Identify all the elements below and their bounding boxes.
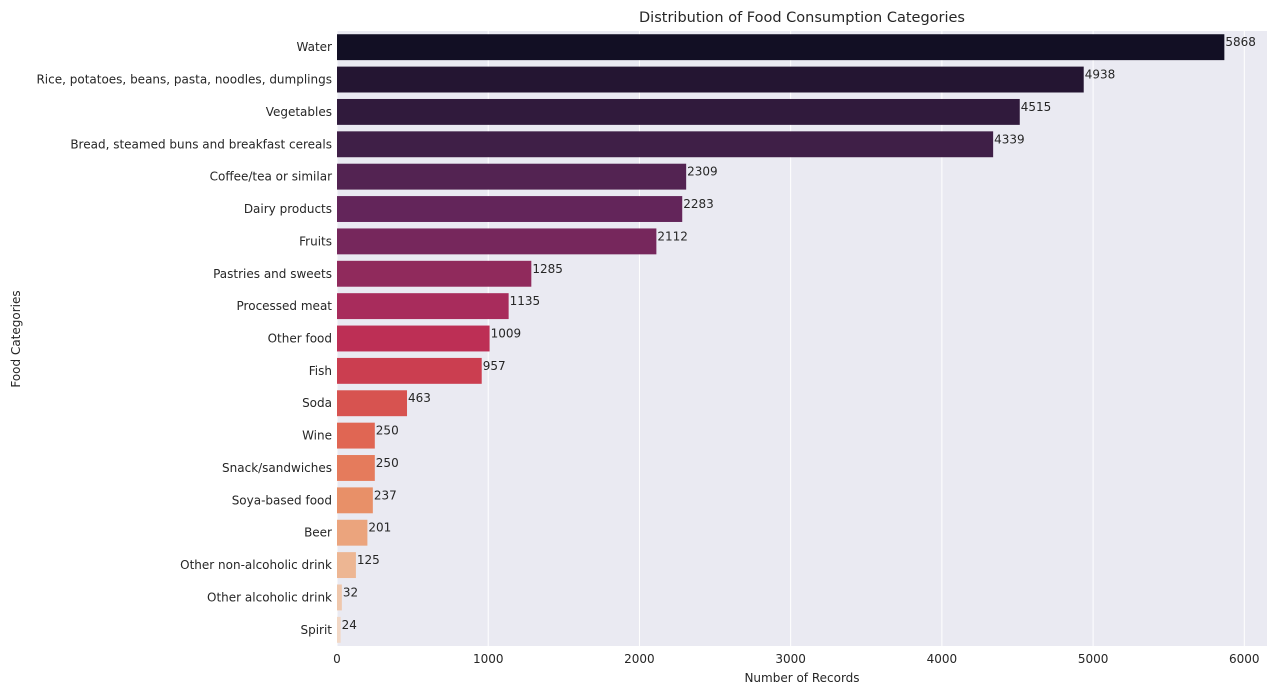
category-label: Dairy products [244,202,332,216]
bar [337,390,408,417]
category-label: Snack/sandwiches [222,461,332,475]
bar [337,131,994,158]
category-label: Vegetables [266,105,332,119]
bar-value-label: 250 [376,424,399,438]
bar-value-label: 4339 [994,132,1025,146]
bar [337,325,490,352]
bar-value-label: 201 [368,521,391,535]
bar-value-label: 463 [408,391,431,405]
category-label: Spirit [300,623,332,637]
bar-value-label: 1285 [532,262,563,276]
bar [337,163,687,190]
x-axis-label: Number of Records [744,671,859,685]
bar [337,487,373,514]
bar [337,616,341,643]
category-label: Coffee/tea or similar [210,170,332,184]
bar-value-label: 2283 [683,197,714,211]
chart-title: Distribution of Food Consumption Categor… [639,10,965,26]
x-tick-label: 5000 [1078,652,1109,666]
bar-value-label: 957 [483,359,506,373]
category-label: Soda [302,396,332,410]
category-label: Other food [268,332,332,346]
bar [337,357,482,384]
x-tick-label: 2000 [624,652,655,666]
bar [337,98,1020,125]
bars [337,34,1225,643]
bar [337,293,509,320]
category-label: Rice, potatoes, beans, pasta, noodles, d… [36,73,332,87]
bar [337,455,375,481]
category-label: Beer [304,526,332,540]
data-labels: 5868 4938 4515 4339 2309 2283 2112 1285 1135 1009… [342,35,1256,632]
category-label: Other non-alcoholic drink [180,558,332,572]
bar [337,552,356,579]
bar [337,422,375,449]
bar-value-label: 4938 [1085,68,1116,82]
bar-value-label: 2309 [687,165,718,179]
category-label: Fruits [299,234,332,248]
bar-value-label: 237 [374,488,397,502]
bar-value-label: 125 [357,553,380,567]
bar-value-label: 1135 [510,294,541,308]
bar [337,34,1225,61]
category-label: Other alcoholic drink [207,590,332,604]
bar-value-label: 32 [343,585,358,599]
category-label: Fish [309,364,332,378]
bar-value-label: 250 [376,456,399,470]
x-tick-label: 3000 [775,652,806,666]
bar [337,196,683,222]
x-tick-label: 6000 [1229,652,1260,666]
x-tick-label: 0 [333,652,341,666]
bar [337,584,342,611]
bar [337,228,657,255]
category-label: Wine [302,429,332,443]
bar-value-label: 4515 [1021,100,1052,114]
x-tick-label: 4000 [927,652,958,666]
category-label: Pastries and sweets [213,267,332,281]
bar-value-label: 5868 [1225,35,1256,49]
y-axis-label: Food Categories [9,290,23,387]
category-labels: Water Rice, potatoes, beans, pasta, noodl… [36,40,332,637]
x-axis-ticks: 0 1000 2000 3000 4000 5000 6000 [333,652,1259,666]
x-tick-label: 1000 [473,652,504,666]
category-label: Bread, steamed buns and breakfast cereal… [70,137,332,151]
category-label: Processed meat [237,299,333,313]
bar-value-label: 2112 [657,229,688,243]
bar-value-label: 24 [342,618,357,632]
bar [337,66,1084,93]
category-label: Soya-based food [232,493,332,507]
bar [337,260,532,287]
category-label: Water [297,40,333,54]
bar-value-label: 1009 [491,327,522,341]
bar [337,519,368,546]
